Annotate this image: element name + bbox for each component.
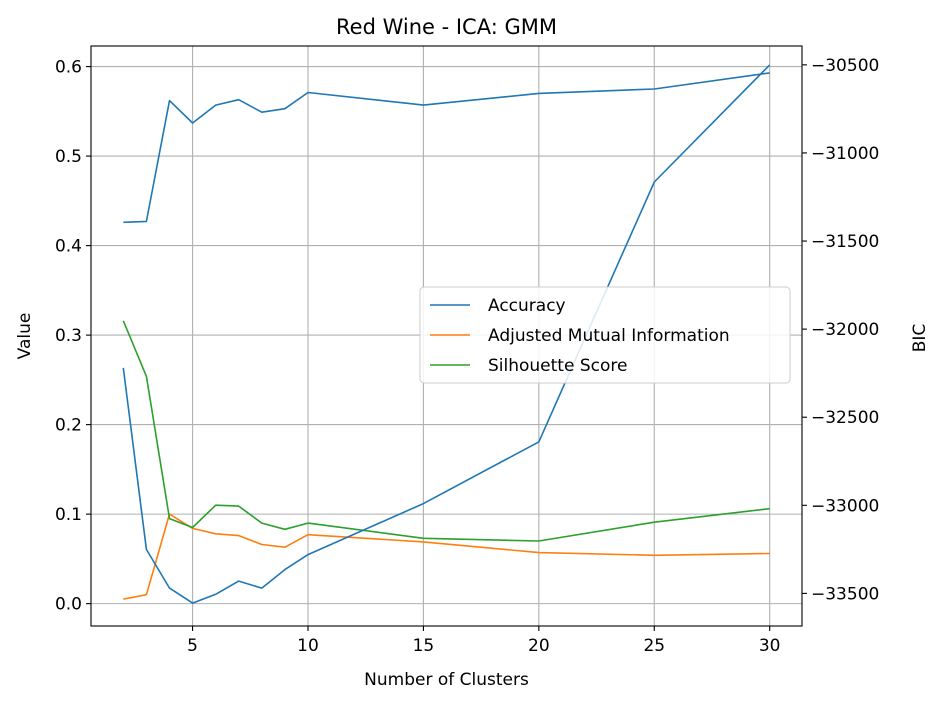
legend-label-accuracy: Accuracy (488, 296, 566, 316)
x-tick-label: 25 (643, 636, 665, 656)
y-tick-label: 0.2 (55, 416, 82, 436)
y2-tick-label: −31000 (811, 144, 879, 164)
y-tick-label: 0.6 (55, 58, 82, 78)
x-axis-label: Number of Clusters (364, 670, 529, 690)
series-lines (122, 64, 771, 604)
x-tick-label: 30 (759, 636, 781, 656)
legend: Accuracy Adjusted Mutual Information Sil… (419, 286, 791, 384)
series-line-accuracy (123, 72, 770, 224)
y-axis-left: 0.0 0.1 0.2 0.3 0.4 0.5 0.6 (55, 58, 91, 615)
plot-area-frame (90, 45, 803, 627)
x-tick-label: 5 (187, 636, 198, 656)
y-axis-right: −33500 −33000 −32500 −32000 −31500 −31000 −305… (802, 56, 879, 604)
y2-tick-label: −31500 (811, 232, 879, 252)
x-tick-label: 15 (413, 636, 435, 656)
y-tick-label: 0.0 (55, 595, 82, 615)
y-tick-label: 0.5 (55, 147, 82, 167)
legend-label-silhouette: Silhouette Score (488, 356, 627, 376)
y2-axis-label: BIC (910, 324, 930, 353)
legend-label-ami: Adjusted Mutual Information (488, 326, 730, 346)
legend-box (419, 286, 791, 384)
series-line-silhouette-score (122, 320, 770, 542)
y-tick-label: 0.1 (55, 505, 82, 525)
y-tick-label: 0.4 (55, 237, 82, 257)
x-tick-label: 10 (297, 636, 319, 656)
chart-title: Red Wine - ICA: GMM (336, 15, 557, 39)
series-line-bic-right-axis (122, 64, 771, 604)
y2-tick-label: −30500 (811, 56, 879, 76)
y-axis-label: Value (15, 313, 35, 360)
y2-tick-label: −33500 (811, 584, 879, 604)
y2-tick-label: −33000 (811, 496, 879, 516)
y2-tick-label: −32500 (811, 408, 879, 428)
x-axis: 5 10 15 20 25 30 (187, 626, 781, 656)
x-tick-label: 20 (528, 636, 550, 656)
y2-tick-label: −32000 (811, 320, 879, 340)
y-tick-label: 0.3 (55, 326, 82, 346)
